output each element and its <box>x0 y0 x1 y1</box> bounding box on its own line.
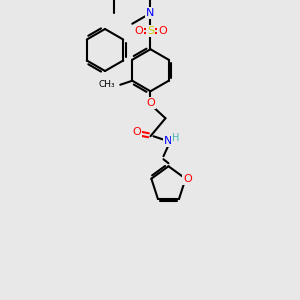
Text: CH₃: CH₃ <box>99 80 115 89</box>
Text: N: N <box>164 136 173 146</box>
Text: S: S <box>147 26 154 36</box>
Text: H: H <box>172 133 179 143</box>
Text: O: O <box>183 174 192 184</box>
Text: N: N <box>146 8 155 18</box>
Text: O: O <box>134 26 143 36</box>
Text: O: O <box>158 26 167 36</box>
Text: O: O <box>132 127 141 137</box>
Text: O: O <box>146 98 155 108</box>
